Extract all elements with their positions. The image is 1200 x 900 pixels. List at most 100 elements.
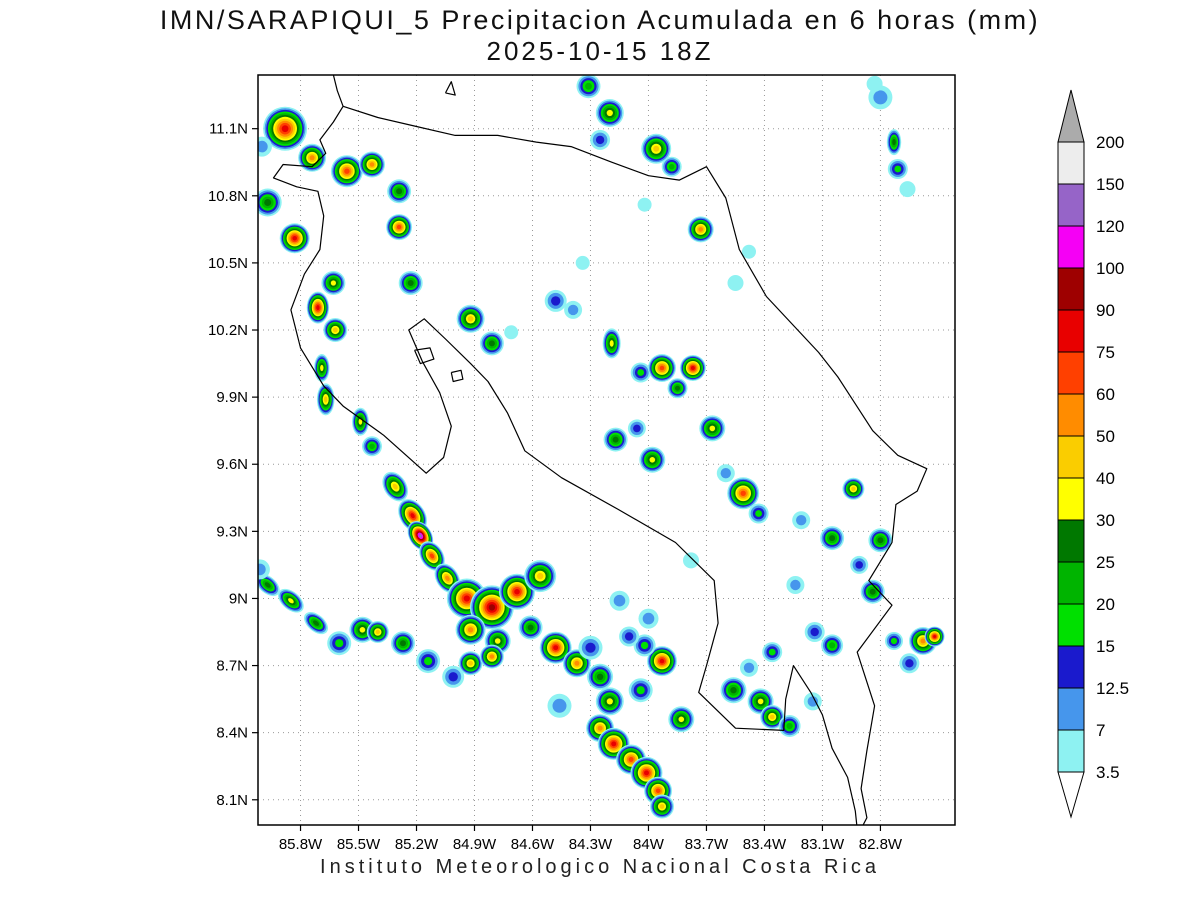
lat-tick-label: 10.5N — [208, 255, 248, 272]
precip-cell — [407, 521, 434, 551]
lat-tick-label: 9.6N — [216, 456, 248, 473]
precip-cell — [619, 626, 640, 647]
colorbar-label: 75 — [1096, 343, 1115, 362]
lon-tick-label: 84.9W — [453, 836, 497, 853]
precip-cell — [564, 300, 583, 319]
lat-tick-label: 10.2N — [208, 322, 248, 339]
precip-cell — [587, 663, 614, 690]
precip-cell — [648, 354, 676, 382]
colorbar — [1057, 89, 1085, 819]
precip-cell — [258, 573, 280, 597]
colorbar-segment — [1057, 603, 1085, 647]
precip-cell — [544, 289, 567, 312]
lon-tick-label: 83.7W — [685, 836, 729, 853]
precip-cell — [575, 255, 590, 270]
precip-cell — [455, 614, 486, 645]
precip-cell — [727, 275, 744, 291]
colorbar-arrow-bottom — [1057, 771, 1085, 819]
precip-cell — [518, 615, 543, 640]
coastline-path — [272, 75, 858, 825]
precip-cell — [627, 419, 646, 438]
precip-cell — [391, 631, 415, 656]
precip-cell — [316, 383, 335, 416]
precip-cell — [638, 608, 659, 629]
lon-tick-label: 85.2W — [395, 836, 439, 853]
lat-tick-label: 10.8N — [208, 188, 248, 205]
colorbar-segment — [1057, 435, 1085, 479]
precip-cell — [667, 378, 688, 399]
colorbar-arrow-top — [1057, 89, 1085, 143]
colorbar-segment — [1057, 477, 1085, 521]
precip-cell — [778, 715, 801, 737]
lat-tick-label: 9.9N — [216, 389, 248, 406]
precip-cell — [720, 677, 747, 704]
coastline-path — [414, 347, 435, 365]
precip-cell — [804, 622, 825, 642]
colorbar-label: 3.5 — [1096, 763, 1120, 782]
precip-cell — [842, 477, 865, 500]
precip-cell — [866, 75, 883, 92]
lon-tick-label: 84W — [633, 836, 665, 853]
precip-cell — [679, 355, 706, 381]
precip-cell — [603, 427, 628, 452]
colorbar-segment — [1057, 561, 1085, 605]
colorbar-label: 25 — [1096, 553, 1115, 572]
coastline — [272, 75, 928, 825]
precip-cell — [609, 590, 630, 611]
precip-cell — [330, 155, 363, 188]
precip-cell — [647, 646, 677, 677]
colorbar-segment — [1057, 351, 1085, 395]
precip-cell — [687, 216, 714, 243]
colorbar-segment — [1057, 729, 1085, 773]
precip-cell — [899, 181, 916, 198]
colorbar-label: 15 — [1096, 637, 1115, 656]
precip-cell — [351, 407, 369, 436]
precip-cell — [786, 576, 805, 594]
precip-cell — [387, 179, 412, 204]
precip-cell — [899, 653, 920, 674]
lon-tick-label: 84.6W — [511, 836, 555, 853]
precip-cell — [479, 331, 504, 356]
precip-cell — [279, 223, 310, 254]
colorbar-label: 50 — [1096, 427, 1115, 446]
precip-cell — [924, 626, 945, 647]
chart-footer: Instituto Meteorologico Nacional Costa R… — [320, 856, 880, 878]
precip-cell — [716, 464, 735, 483]
colorbar-segment — [1057, 519, 1085, 563]
colorbar-label: 120 — [1096, 217, 1124, 236]
coastline-path — [450, 369, 464, 383]
lon-tick-label: 83.1W — [801, 836, 845, 853]
precip-cell — [303, 612, 329, 635]
precip-cell — [446, 578, 487, 619]
precip-cell — [442, 665, 465, 688]
colorbar-segment — [1057, 225, 1085, 269]
colorbar-label: 12.5 — [1096, 679, 1129, 698]
precip-cell — [762, 642, 783, 663]
colorbar-label: 40 — [1096, 469, 1115, 488]
precip-cell — [628, 678, 653, 703]
colorbar-label: 150 — [1096, 175, 1124, 194]
colorbar-label: 20 — [1096, 595, 1115, 614]
precip-cell — [458, 651, 483, 676]
precip-cell — [760, 705, 785, 729]
precip-cell — [327, 631, 352, 656]
lon-tick-label: 82.8W — [859, 836, 903, 853]
precip-cell — [416, 649, 441, 674]
colorbar-label: 90 — [1096, 301, 1115, 320]
lat-tick-label: 8.4N — [216, 725, 248, 742]
precip-cell — [885, 632, 903, 650]
lon-tick-label: 85.8W — [279, 836, 323, 853]
precip-cell — [258, 559, 270, 580]
precip-cell — [323, 318, 348, 342]
precip-cell — [637, 197, 652, 212]
colorbar-segment — [1057, 183, 1085, 227]
precip-cell — [419, 541, 445, 571]
precip-cell — [362, 436, 382, 457]
precip-cell — [699, 415, 726, 442]
colorbar-segment — [1057, 645, 1085, 689]
precip-cell — [314, 354, 330, 382]
axis-labels: 85.8W 85.5W 85.2W 84.9W 84.6W 84.3W 84W 83.7W 83… — [208, 121, 903, 853]
precip-cell — [595, 687, 624, 716]
precip-cell — [650, 794, 674, 819]
